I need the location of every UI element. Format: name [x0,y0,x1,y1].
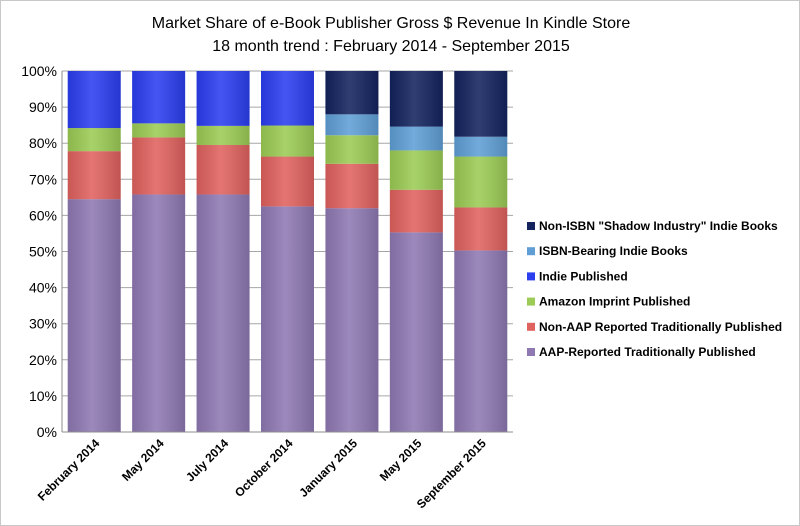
bar-segment-shading [389,232,443,432]
y-tick-label: 50% [29,244,57,260]
bar-segment-shading [132,194,186,432]
bar-segment-shading [132,123,186,138]
bar-segment-shading [132,71,186,124]
legend-label: Non-ISBN "Shadow Industry" Indie Books [539,219,778,233]
legend-label: Indie Published [539,269,628,283]
y-tick-label: 40% [29,280,57,296]
bar-segment-shading [454,71,508,137]
bar-segment-shading [67,151,121,200]
bar-segment-shading [196,145,250,195]
legend: Non-ISBN "Shadow Industry" Indie Books IS… [527,219,782,359]
bar-segment-shading [325,114,379,136]
y-tick-label: 100% [21,63,57,79]
bar-segment-shading [67,71,121,129]
bar-segment-shading [261,71,314,126]
bar-segment-shading [132,137,186,195]
bar-segment-shading [261,206,314,432]
category-label: September 2015 [414,436,489,511]
legend-label: Non-AAP Reported Traditionally Published [539,320,782,334]
category-label: February 2014 [35,436,103,504]
bar-segment-shading [67,128,121,152]
legend-swatch [527,297,535,306]
bar-segment-shading [196,125,250,146]
y-tick-label: 20% [29,352,57,368]
y-tick-label: 10% [29,388,57,404]
category-labels: February 2014 May 2014 July 2014 October 20… [35,436,489,511]
bar-segment-shading [325,163,379,209]
bar-segment-shading [325,71,379,115]
bar-segment-shading [454,207,508,251]
legend-label: Amazon Imprint Published [539,295,690,309]
bar-segment-shading [389,150,443,190]
category-label: May 2014 [119,436,167,484]
bar-segment-shading [389,189,443,233]
category-label: May 2015 [377,436,425,484]
legend-swatch [527,348,535,356]
bar-segment-shading [261,125,314,157]
chart-subtitle: 18 month trend : February 2014 - Septemb… [212,38,570,55]
legend-swatch [527,272,535,281]
y-tick-label: 90% [29,99,57,115]
legend-swatch [527,222,535,230]
bar-segment-shading [67,199,121,432]
y-tick-label: 0% [37,424,57,440]
bar-segment-shading [196,194,250,432]
bar-segment-shading [454,250,508,432]
category-label: July 2014 [183,436,231,484]
bar-segment-shading [389,126,443,151]
category-label: January 2015 [296,436,360,500]
legend-swatch [527,247,535,256]
legend-swatch [527,322,535,331]
axes [61,71,513,433]
y-tick-label: 30% [29,316,57,332]
bar-segment-shading [196,71,250,126]
bar-segment-shading [454,156,508,208]
y-tick-label: 80% [29,135,57,151]
category-label: October 2014 [232,436,296,500]
y-tick-label: 70% [29,171,57,187]
chart-title: Market Share of e-Book Publisher Gross $… [152,15,631,32]
bar-segment-shading [325,208,379,432]
bar-segment-shading [454,136,508,157]
bar-segment-shading [261,156,314,207]
y-tick-labels: 0% 10% 20% 30% 40% 50% 60% 70% 80% 90% 100% [21,63,57,440]
bar-segment-shading [389,71,443,127]
y-tick-label: 60% [29,207,57,223]
bar-segment-shading [325,135,379,164]
legend-label: AAP-Reported Traditionally Published [539,345,756,359]
bars [67,71,508,432]
legend-label: ISBN-Bearing Indie Books [539,244,688,258]
